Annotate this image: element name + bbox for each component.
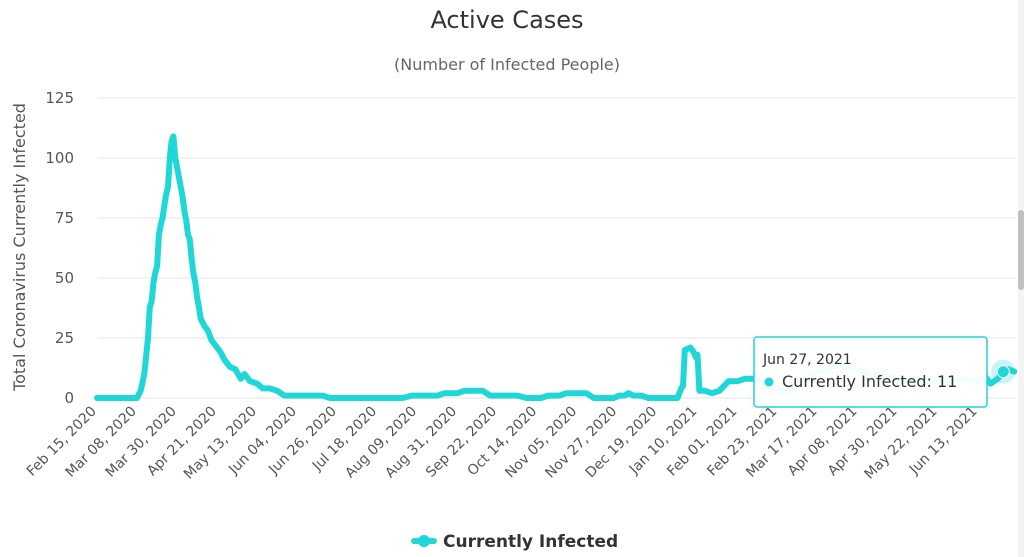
hover-point[interactable] [996,365,1010,379]
y-tick-label: 50 [55,269,74,287]
x-tick-label: Dec 19, 2020 [583,404,661,482]
chart-title: Active Cases [430,6,583,34]
x-tick-label: Mar 08, 2020 [63,404,140,481]
hover-tooltip: Jun 27, 2021 Currently Infected: 11 [753,336,988,408]
tooltip-date: Jun 27, 2021 [762,352,852,368]
x-tick-label: Sep 22, 2020 [423,404,500,481]
y-axis-title: Total Coronavirus Currently Infected [10,103,29,392]
y-tick-label: 75 [55,209,74,227]
tooltip-series-marker [764,377,774,387]
chart-subtitle: (Number of Infected People) [394,55,620,74]
x-tick-label: Mar 30, 2020 [103,404,180,481]
y-tick-label: 0 [64,389,74,407]
x-tick-label: Feb 15, 2020 [24,404,100,480]
x-tick-label: Mar 17, 2021 [743,404,820,481]
x-tick-label: Nov 27, 2020 [542,404,620,482]
x-tick-label: Nov 05, 2020 [502,404,580,482]
x-tick-label: Oct 14, 2020 [465,404,541,480]
legend-dot-marker [418,535,430,547]
x-tick-label: Apr 21, 2020 [144,404,220,480]
y-axis-ticks: 0 25 50 75 100 125 [45,89,74,407]
x-tick-label: Apr 30, 2021 [825,404,901,480]
x-tick-label: Feb 01, 2021 [664,404,740,480]
y-tick-label: 25 [55,329,74,347]
y-tick-label: 100 [45,149,74,167]
tooltip-box [753,336,988,408]
tooltip-value: Currently Infected: 11 [782,372,957,391]
x-tick-label: Aug 31, 2020 [382,404,460,482]
page-scrollbar-thumb[interactable] [1018,210,1024,290]
x-tick-label: Apr 08, 2021 [785,404,861,480]
legend-item-currently-infected[interactable]: Currently Infected [411,532,618,552]
x-tick-label: Aug 09, 2020 [342,404,420,482]
legend-label: Currently Infected [443,532,618,552]
y-tick-label: 125 [45,89,74,107]
x-tick-label: Feb 23, 2021 [704,404,780,480]
